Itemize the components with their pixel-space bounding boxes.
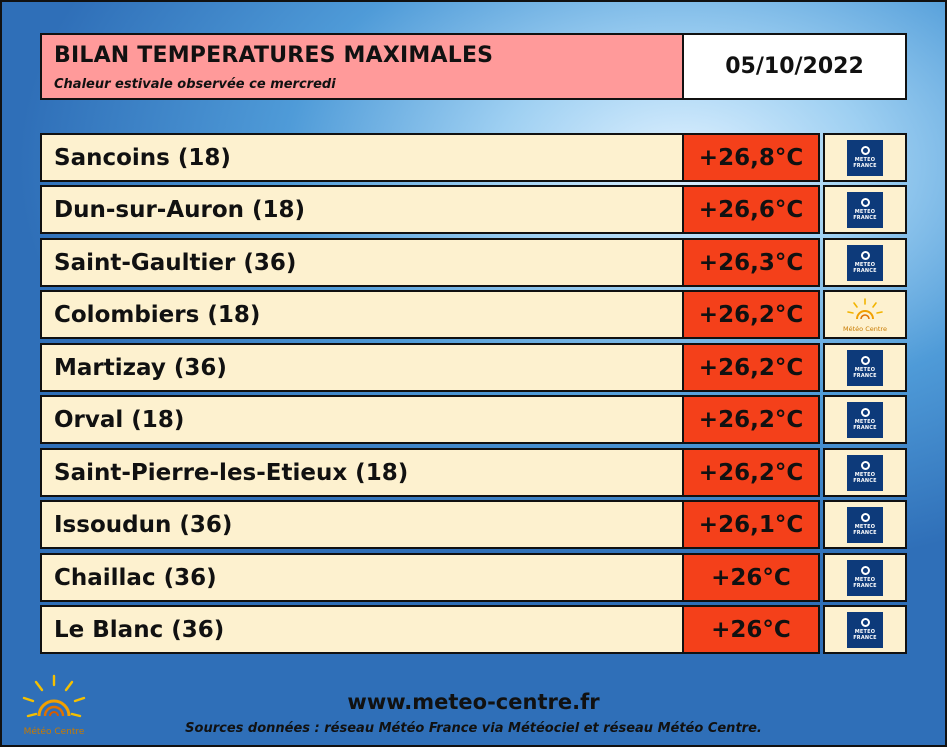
meteo-france-logo-icon: METEO FRANCE	[847, 611, 883, 648]
source-cell: METEO FRANCE	[823, 500, 907, 549]
table-row: Chaillac (36) +26°C METEO FRANCE	[40, 553, 907, 602]
source-cell: METEO FRANCE	[823, 553, 907, 602]
max-temperature: +26,8°C	[684, 133, 820, 182]
date-box: 05/10/2022	[684, 33, 907, 100]
website-url: www.meteo-centre.fr	[347, 690, 600, 714]
meteo-france-logo-icon: METEO FRANCE	[847, 244, 883, 281]
table-row: Sancoins (18) +26,8°C METEO FRANCE	[40, 133, 907, 182]
meteo-france-logo-icon: METEO FRANCE	[847, 401, 883, 438]
max-temperature: +26°C	[684, 553, 820, 602]
station-name: Dun-sur-Auron (18)	[40, 185, 684, 234]
max-temperature: +26,2°C	[684, 343, 820, 392]
source-cell: Météo Centre	[823, 290, 907, 339]
table-row: Issoudun (36) +26,1°C METEO FRANCE	[40, 500, 907, 549]
max-temperature: +26°C	[684, 605, 820, 654]
station-name: Saint-Gaultier (36)	[40, 238, 684, 287]
source-cell: METEO FRANCE	[823, 238, 907, 287]
station-name: Colombiers (18)	[40, 290, 684, 339]
source-cell: METEO FRANCE	[823, 605, 907, 654]
station-name: Saint-Pierre-les-Etieux (18)	[40, 448, 684, 497]
page-title: BILAN TEMPERATURES MAXIMALES	[54, 43, 494, 68]
max-temperature: +26,2°C	[684, 395, 820, 444]
station-name: Martizay (36)	[40, 343, 684, 392]
table-row: Dun-sur-Auron (18) +26,6°C METEO FRANCE	[40, 185, 907, 234]
table-row: Saint-Pierre-les-Etieux (18) +26,2°C MET…	[40, 448, 907, 497]
table-row: Le Blanc (36) +26°C METEO FRANCE	[40, 605, 907, 654]
table-row: Orval (18) +26,2°C METEO FRANCE	[40, 395, 907, 444]
source-cell: METEO FRANCE	[823, 448, 907, 497]
meteo-centre-corner-logo-icon: Météo Centre	[22, 674, 86, 737]
header-title-box: BILAN TEMPERATURES MAXIMALES Chaleur est…	[40, 33, 684, 100]
meteo-france-logo-icon: METEO FRANCE	[847, 349, 883, 386]
data-sources-note: Sources données : réseau Météo France vi…	[185, 721, 762, 736]
page-subtitle: Chaleur estivale observée ce mercredi	[54, 77, 336, 92]
source-cell: METEO FRANCE	[823, 343, 907, 392]
station-name: Orval (18)	[40, 395, 684, 444]
svg-text:Météo Centre: Météo Centre	[843, 325, 887, 333]
meteo-centre-logo-icon: Météo Centre	[843, 297, 887, 333]
source-cell: METEO FRANCE	[823, 395, 907, 444]
meteo-france-logo-icon: METEO FRANCE	[847, 559, 883, 596]
max-temperature: +26,1°C	[684, 500, 820, 549]
table-row: Colombiers (18) +26,2°C Météo Centre	[40, 290, 907, 339]
meteo-france-logo-icon: METEO FRANCE	[847, 506, 883, 543]
station-name: Issoudun (36)	[40, 500, 684, 549]
station-name: Chaillac (36)	[40, 553, 684, 602]
station-name: Sancoins (18)	[40, 133, 684, 182]
meteo-france-logo-icon: METEO FRANCE	[847, 139, 883, 176]
station-name: Le Blanc (36)	[40, 605, 684, 654]
report-date: 05/10/2022	[725, 54, 864, 79]
meteo-france-logo-icon: METEO FRANCE	[847, 454, 883, 491]
max-temperature: +26,2°C	[684, 448, 820, 497]
svg-text:Météo Centre: Météo Centre	[24, 726, 85, 737]
table-row: Saint-Gaultier (36) +26,3°C METEO FRANCE	[40, 238, 907, 287]
table-row: Martizay (36) +26,2°C METEO FRANCE	[40, 343, 907, 392]
meteo-france-logo-icon: METEO FRANCE	[847, 191, 883, 228]
max-temperature: +26,3°C	[684, 238, 820, 287]
source-cell: METEO FRANCE	[823, 133, 907, 182]
source-cell: METEO FRANCE	[823, 185, 907, 234]
max-temperature: +26,2°C	[684, 290, 820, 339]
max-temperature: +26,6°C	[684, 185, 820, 234]
